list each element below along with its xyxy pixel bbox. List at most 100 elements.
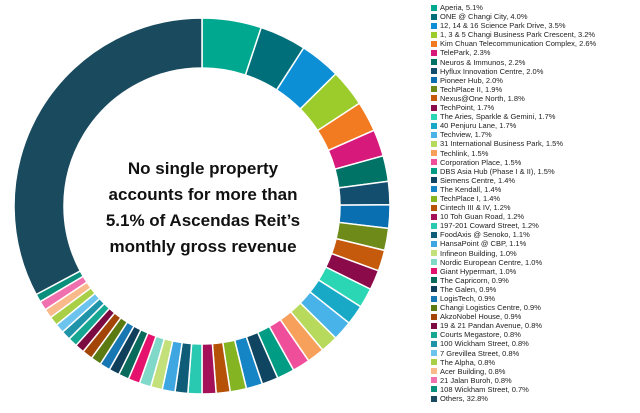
legend-label: 31 International Business Park, 1.5% bbox=[440, 139, 563, 149]
legend-item: FoodAxis @ Senoko, 1.1% bbox=[431, 230, 638, 239]
legend-label: Infineon Building, 1.0% bbox=[440, 248, 517, 258]
legend-item: 10 Toh Guan Road, 1.2% bbox=[431, 212, 638, 221]
legend-item: Changi Logistics Centre, 0.9% bbox=[431, 303, 638, 312]
legend-swatch bbox=[431, 195, 437, 202]
legend-swatch bbox=[431, 213, 437, 220]
legend-label: FoodAxis @ Senoko, 1.1% bbox=[440, 230, 530, 240]
legend-label: The Alpha, 0.8% bbox=[440, 357, 496, 367]
legend-label: Nexus@One North, 1.8% bbox=[440, 93, 525, 103]
legend-swatch bbox=[431, 222, 437, 229]
legend-swatch bbox=[431, 177, 437, 184]
legend-swatch bbox=[431, 13, 437, 20]
legend-item: DBS Asia Hub (Phase I & II), 1.5% bbox=[431, 167, 638, 176]
legend-item: Techlink, 1.5% bbox=[431, 149, 638, 158]
legend-label: The Capricorn, 0.9% bbox=[440, 275, 509, 285]
legend-label: 12, 14 & 16 Science Park Drive, 3.5% bbox=[440, 21, 566, 31]
legend-label: TechPlace II, 1.9% bbox=[440, 84, 503, 94]
legend-label: Neuros & Immunos, 2.2% bbox=[440, 57, 526, 67]
legend-swatch bbox=[431, 250, 437, 257]
legend-label: Giant Hypermart, 1.0% bbox=[440, 266, 517, 276]
legend-swatch bbox=[431, 295, 437, 302]
legend-swatch bbox=[431, 204, 437, 211]
legend-swatch bbox=[431, 286, 437, 293]
legend-item: Corporation Place, 1.5% bbox=[431, 158, 638, 167]
legend-swatch bbox=[431, 140, 437, 147]
legend-item: TechPoint, 1.7% bbox=[431, 103, 638, 112]
legend-item: ONE @ Changi City, 4.0% bbox=[431, 12, 638, 21]
legend-item: TelePark, 2.3% bbox=[431, 48, 638, 57]
donut-slice bbox=[13, 17, 203, 296]
legend-label: Changi Logistics Centre, 0.9% bbox=[440, 303, 541, 313]
legend-swatch bbox=[431, 231, 437, 238]
legend-item: Giant Hypermart, 1.0% bbox=[431, 267, 638, 276]
legend-swatch bbox=[431, 331, 437, 338]
legend-label: 100 Wickham Street, 0.8% bbox=[440, 339, 529, 349]
legend-item: Pioneer Hub, 2.0% bbox=[431, 76, 638, 85]
legend-label: Cintech III & IV, 1.2% bbox=[440, 203, 511, 213]
legend-item: AkzoNobel House, 0.9% bbox=[431, 312, 638, 321]
legend-label: Hyflux Innovation Centre, 2.0% bbox=[440, 66, 544, 76]
legend: Aperia, 5.1% ONE @ Changi City, 4.0% 12, 1… bbox=[431, 3, 638, 403]
center-text-line-4: monthly gross revenue bbox=[109, 237, 297, 256]
legend-label: Acer Building, 0.8% bbox=[440, 366, 506, 376]
legend-item: 1, 3 & 5 Changi Business Park Crescent, … bbox=[431, 30, 638, 39]
legend-label: Techview, 1.7% bbox=[440, 130, 492, 140]
legend-item: HansaPoint @ CBP, 1.1% bbox=[431, 239, 638, 248]
legend-swatch bbox=[431, 186, 437, 193]
legend-item: Neuros & Immunos, 2.2% bbox=[431, 58, 638, 67]
legend-item: Nexus@One North, 1.8% bbox=[431, 94, 638, 103]
legend-swatch bbox=[431, 322, 437, 329]
legend-item: Kim Chuan Telecommunication Complex, 2.6… bbox=[431, 39, 638, 48]
legend-swatch bbox=[431, 77, 437, 84]
legend-label: 1, 3 & 5 Changi Business Park Crescent, … bbox=[440, 30, 596, 40]
legend-label: Siemens Centre, 1.4% bbox=[440, 175, 516, 185]
legend-item: TechPlace II, 1.9% bbox=[431, 85, 638, 94]
legend-swatch bbox=[431, 313, 437, 320]
legend-swatch bbox=[431, 59, 437, 66]
legend-item: Courts Megastore, 0.8% bbox=[431, 330, 638, 339]
legend-swatch bbox=[431, 386, 437, 393]
legend-item: The Kendall, 1.4% bbox=[431, 185, 638, 194]
legend-item: The Galen, 0.9% bbox=[431, 285, 638, 294]
legend-swatch bbox=[431, 68, 437, 75]
legend-label: AkzoNobel House, 0.9% bbox=[440, 312, 522, 322]
legend-swatch bbox=[431, 377, 437, 384]
legend-swatch bbox=[431, 368, 437, 375]
legend-swatch bbox=[431, 113, 437, 120]
legend-label: TelePark, 2.3% bbox=[440, 48, 491, 58]
legend-item: 40 Penjuru Lane, 1.7% bbox=[431, 121, 638, 130]
legend-item: 31 International Business Park, 1.5% bbox=[431, 139, 638, 148]
legend-swatch bbox=[431, 31, 437, 38]
center-text-line-3: 5.1% of Ascendas Reit’s bbox=[105, 211, 301, 230]
legend-item: Infineon Building, 1.0% bbox=[431, 249, 638, 258]
center-annotation: No single property accounts for more tha… bbox=[88, 156, 318, 260]
legend-item: 108 Wickham Street, 0.7% bbox=[431, 385, 638, 394]
legend-label: The Aries, Sparkle & Gemini, 1.7% bbox=[440, 112, 556, 122]
legend-label: TechPoint, 1.7% bbox=[440, 103, 495, 113]
legend-item: Aperia, 5.1% bbox=[431, 3, 638, 12]
legend-item: Cintech III & IV, 1.2% bbox=[431, 203, 638, 212]
legend-swatch bbox=[431, 4, 437, 11]
legend-label: The Galen, 0.9% bbox=[440, 284, 497, 294]
legend-label: 19 & 21 Pandan Avenue, 0.8% bbox=[440, 321, 543, 331]
legend-swatch bbox=[431, 40, 437, 47]
legend-item: Others, 32.8% bbox=[431, 394, 638, 403]
legend-item: Hyflux Innovation Centre, 2.0% bbox=[431, 67, 638, 76]
legend-label: 108 Wickham Street, 0.7% bbox=[440, 384, 529, 394]
legend-swatch bbox=[431, 22, 437, 29]
legend-swatch bbox=[431, 259, 437, 266]
legend-swatch bbox=[431, 240, 437, 247]
legend-item: 19 & 21 Pandan Avenue, 0.8% bbox=[431, 321, 638, 330]
legend-swatch bbox=[431, 341, 437, 348]
legend-item: Techview, 1.7% bbox=[431, 130, 638, 139]
legend-swatch bbox=[431, 122, 437, 129]
legend-label: DBS Asia Hub (Phase I & II), 1.5% bbox=[440, 166, 555, 176]
legend-item: LogisTech, 0.9% bbox=[431, 294, 638, 303]
legend-swatch bbox=[431, 150, 437, 157]
legend-item: 12, 14 & 16 Science Park Drive, 3.5% bbox=[431, 21, 638, 30]
legend-label: Courts Megastore, 0.8% bbox=[440, 330, 521, 340]
legend-swatch bbox=[431, 95, 437, 102]
legend-label: Techlink, 1.5% bbox=[440, 148, 489, 158]
legend-item: 21 Jalan Buroh, 0.8% bbox=[431, 376, 638, 385]
legend-label: HansaPoint @ CBP, 1.1% bbox=[440, 239, 527, 249]
